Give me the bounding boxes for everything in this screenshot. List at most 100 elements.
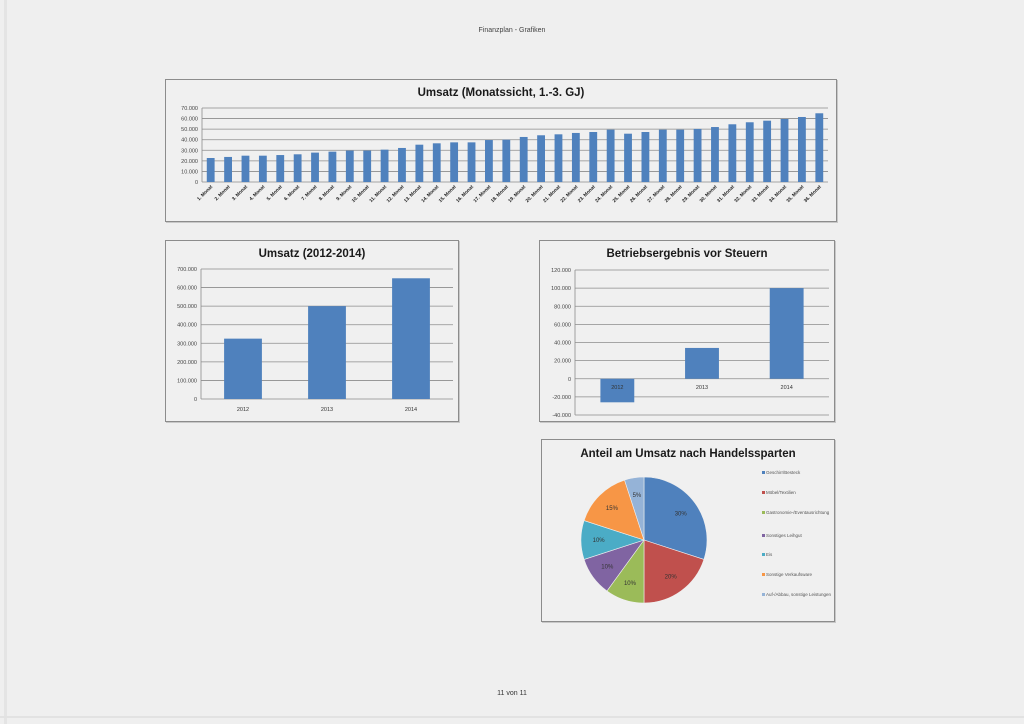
x-tick-label: 19. Monat [507,184,527,204]
y-tick-label: 60.000 [554,322,571,328]
bar [815,113,824,182]
y-tick-label: -20.000 [552,395,571,401]
bar [711,127,719,182]
bar [345,150,354,182]
chart-title-annual-revenue: Umsatz (2012-2014) [258,248,366,260]
y-tick-label: 20.000 [554,359,571,365]
x-tick-label: 30. Monat [698,184,718,204]
legend-label: Sonstiges Leihgut [766,533,802,538]
x-tick-label: 3. Monat [231,184,249,202]
bar [537,135,545,182]
x-tick-label: 21. Monat [542,184,562,204]
legend-label: Geschirr/Besteck [766,470,801,475]
x-tick-label: 2013 [321,407,333,413]
legend-item: Sonstiges Leihgut [762,533,837,539]
bar [398,147,406,182]
y-tick-label: 0 [568,377,571,383]
pie-slice-label: 30% [675,511,688,517]
legend-item: Sonstige Verkaufsware [762,572,837,578]
x-tick-label: 2012 [237,407,249,413]
pie-slice-label: 10% [593,538,606,544]
bar [624,133,632,182]
bar [693,128,702,182]
bar [571,132,580,182]
x-tick-label: 16. Monat [455,184,475,204]
legend-swatch [762,534,765,538]
chart-panel-monthly: Umsatz (Monatssicht, 1.-3. GJ) 0 10.000 20… [165,79,837,222]
x-tick-label: 24. Monat [594,184,614,204]
chart-panel-operating-result: Betriebsergebnis vor Steuern -40.000 -20.… [539,240,835,422]
y-tick-label: -40.000 [552,413,571,419]
y-tick-label: 20.000 [181,159,198,165]
bar [224,338,262,399]
bar [502,139,511,182]
x-tick-label: 1. Monat [196,184,214,202]
bar [798,116,806,182]
x-tick-label: 2014 [781,385,793,391]
chart-annual-revenue-plot: 0 100.000 200.000 300.000 400.000 500.000 600.… [177,267,453,413]
legend-item: Gastronomie-/Eventausrichtung [762,510,837,516]
page-bottom-edge [0,716,1024,718]
legend-item: Möbel/Textilien [762,490,837,496]
bar [363,150,372,182]
legend-swatch [762,471,765,475]
y-tick-label: 0 [194,397,197,403]
chart-panel-revenue-share: Anteil am Umsatz nach Handelssparten 30%… [541,439,835,622]
x-tick-label: 28. Monat [664,184,684,204]
pie-slice [643,539,705,604]
bar [392,278,430,399]
bar [311,152,319,182]
x-tick-label: 35. Monat [785,184,805,204]
x-tick-label: 25. Monat [612,184,632,204]
pie-slice-label: 15% [606,506,619,512]
chart-monthly-plot: 0 10.000 20.000 30.000 40.000 50.000 60.000 70.… [181,106,828,204]
bar [308,306,346,399]
bar [676,129,685,182]
y-tick-label: 700.000 [177,267,197,273]
y-tick-label: 30.000 [181,148,198,154]
pie-slice-label: 10% [601,565,614,571]
pie-slice [624,476,645,541]
bar [293,154,302,182]
bar [554,134,563,182]
x-tick-label: 33. Monat [751,184,771,204]
pie-slice-label: 5% [633,493,642,499]
bar [763,120,772,182]
x-tick-label: 5. Monat [266,184,284,202]
pie-slice-label: 20% [665,575,678,581]
x-tick-label: 20. Monat [525,184,545,204]
y-tick-label: 50.000 [181,127,198,133]
y-tick-label: 600.000 [177,286,197,292]
x-tick-label: 27. Monat [646,184,666,204]
pie-slice [643,476,708,560]
legend-swatch [762,573,765,577]
legend-swatch [762,593,765,597]
legend-swatch [762,553,765,557]
x-tick-label: 23. Monat [577,184,597,204]
bar [224,156,232,182]
bar [745,122,754,182]
chart-operating-result-plot: -40.000 -20.000 0 20.000 40.000 60.000 80.000 1… [551,268,829,419]
x-tick-label: 22. Monat [559,184,579,204]
y-tick-label: 500.000 [177,304,197,310]
bar [589,131,598,182]
bar [606,129,615,182]
page-left-edge [4,0,7,724]
x-tick-label: 2012 [611,385,623,391]
y-tick-label: 10.000 [181,169,198,175]
page-footer: 11 von 11 [497,690,527,697]
x-tick-label: 32. Monat [733,184,753,204]
legend-label: Gastronomie-/Eventausrichtung [766,510,830,515]
bar [258,155,267,182]
x-tick-label: 10. Monat [351,184,371,204]
y-tick-label: 70.000 [181,106,198,112]
legend-item: Geschirr/Besteck [762,470,837,476]
bar [206,158,215,182]
pie-legend: Geschirr/Besteck Möbel/Textilien Gastronom… [762,470,837,620]
chart-title-operating-result: Betriebsergebnis vor Steuern [606,248,768,260]
y-tick-label: 100.000 [551,286,571,292]
bar [415,144,424,182]
x-tick-label: 15. Monat [438,184,458,204]
x-tick-label: 36. Monat [803,184,823,204]
y-tick-label: 0 [195,180,198,186]
